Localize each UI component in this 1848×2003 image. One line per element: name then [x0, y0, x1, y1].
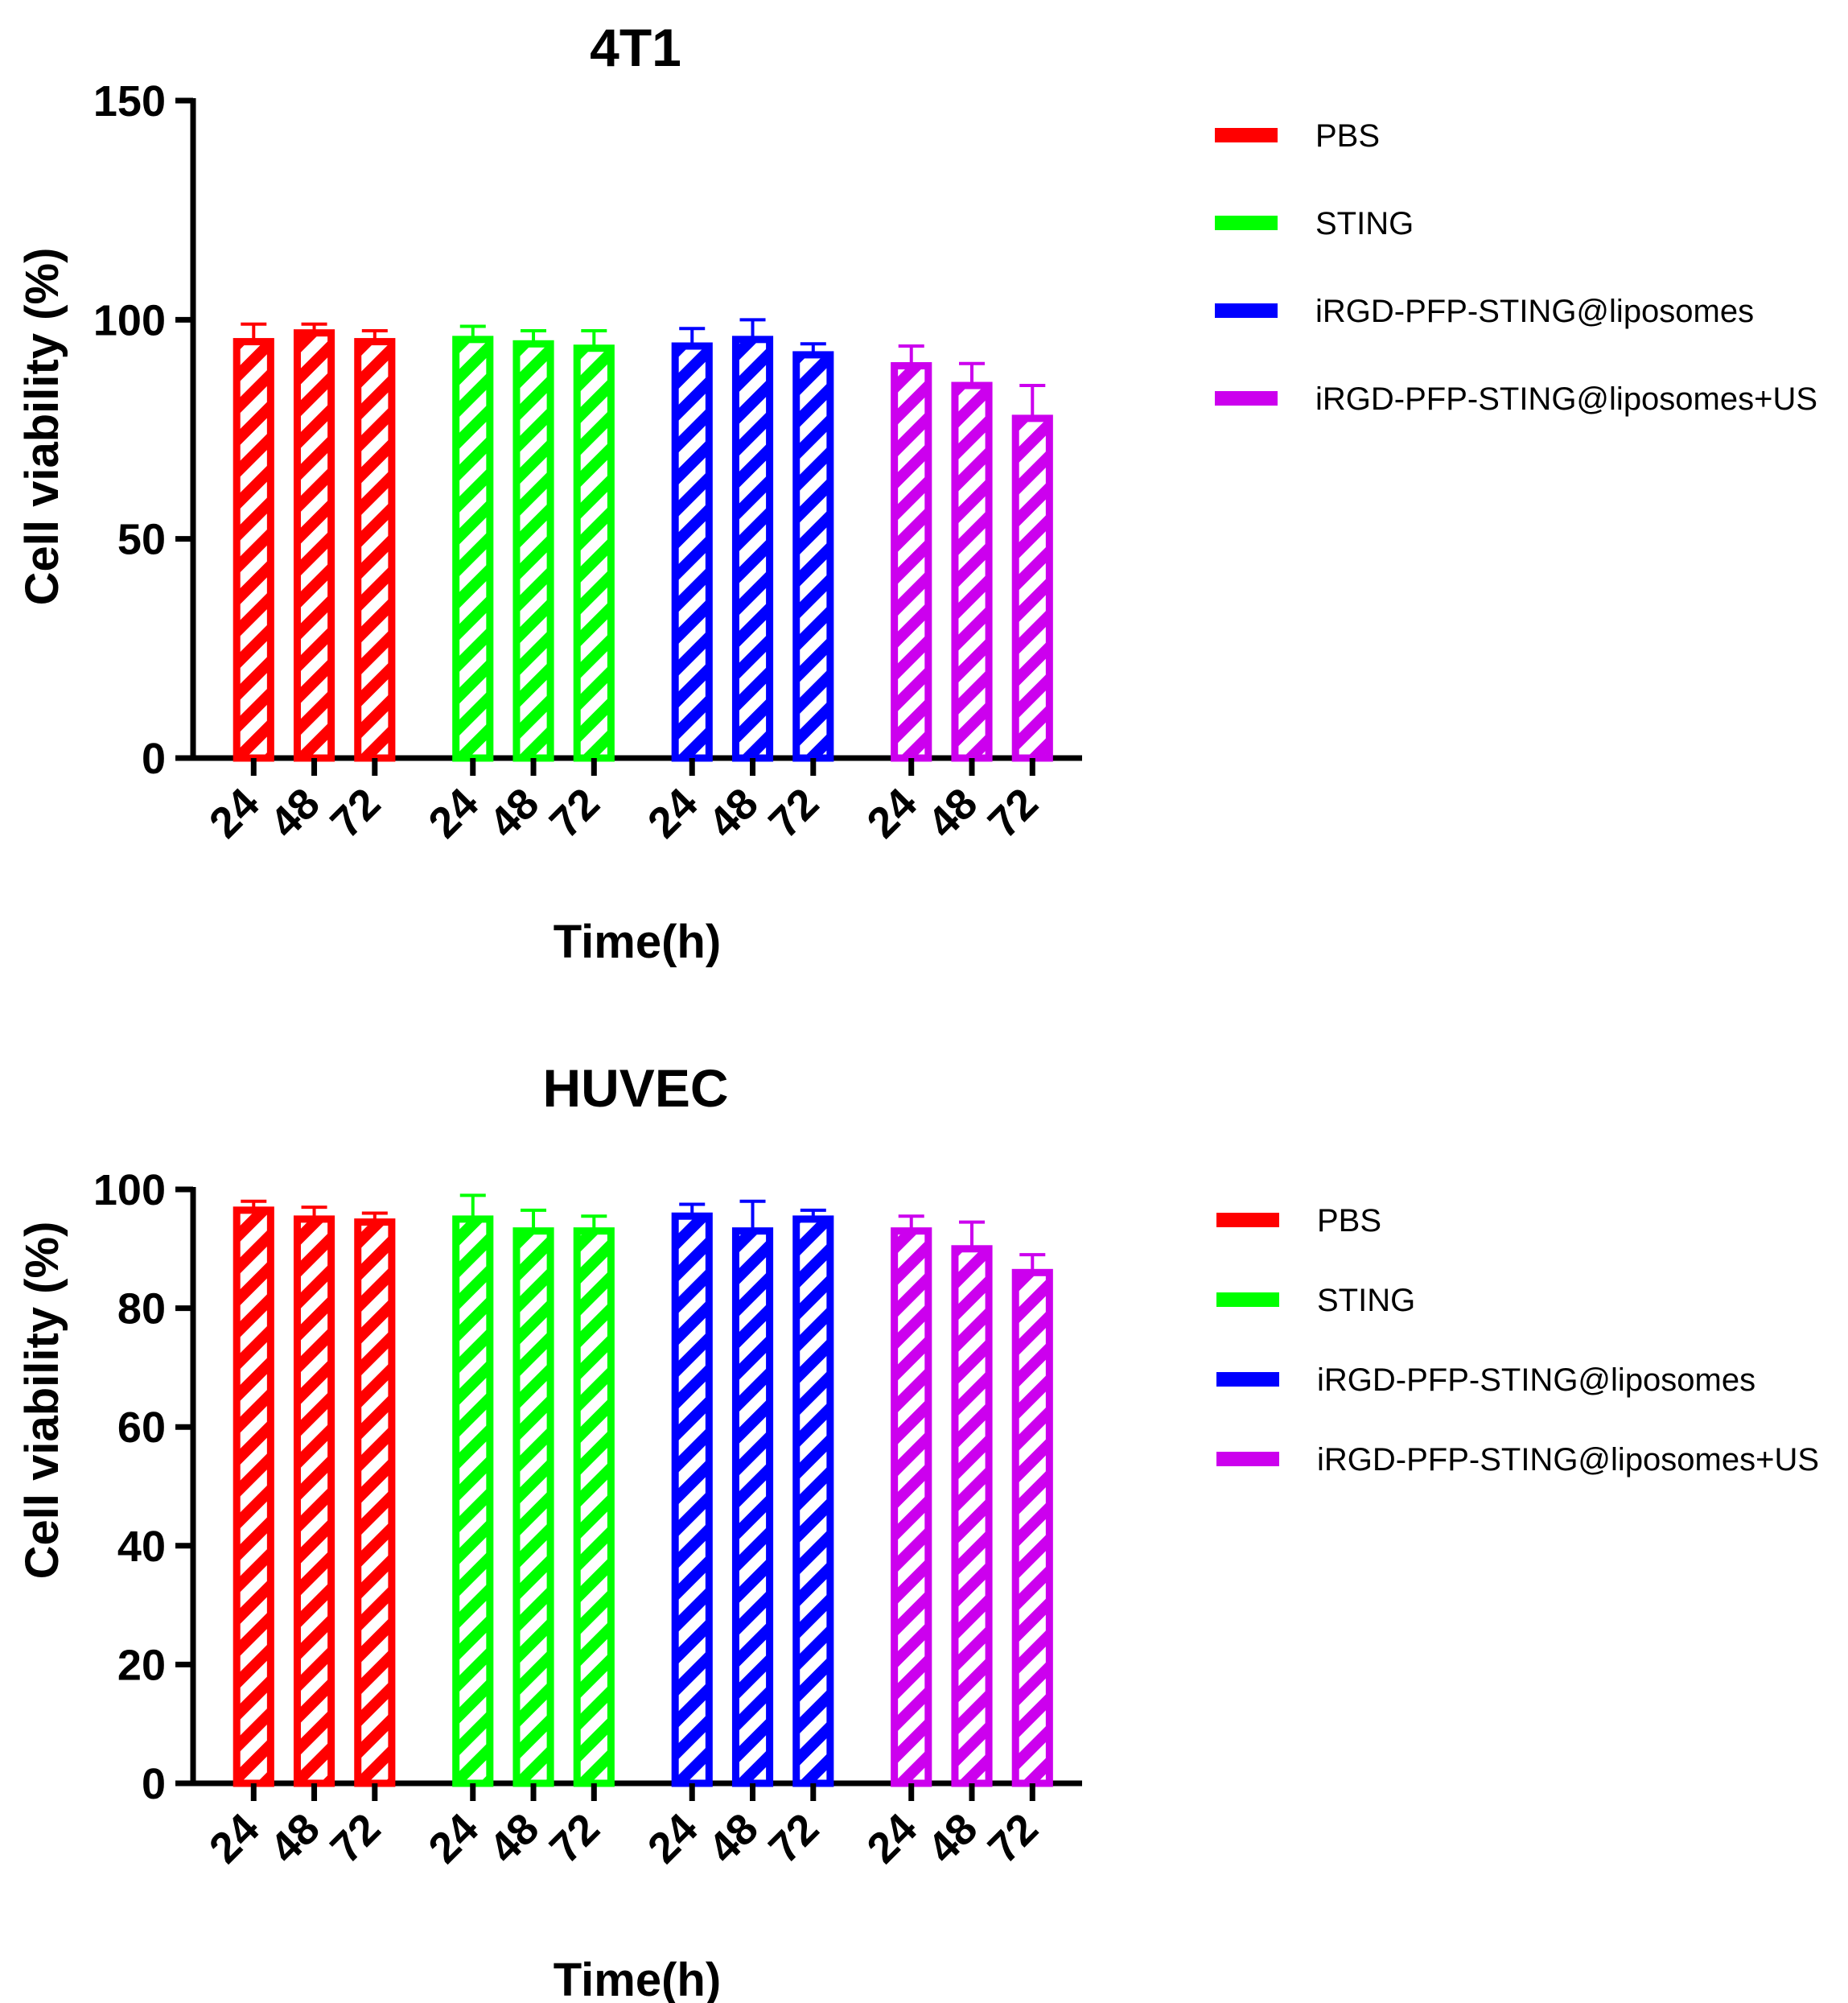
legend-label: PBS: [1317, 1203, 1381, 1238]
bar: [792, 1215, 834, 1787]
x-tick-label: 48: [480, 779, 549, 847]
x-tick-label: 24: [419, 779, 488, 847]
legend-label: PBS: [1315, 118, 1380, 154]
bar: [354, 1218, 396, 1787]
y-tick-label: 60: [117, 1403, 166, 1452]
x-tick-label: 72: [759, 1804, 828, 1873]
x-tick-label: 48: [919, 1804, 987, 1873]
bar: [671, 342, 713, 762]
x-tick-label: 24: [639, 779, 707, 847]
x-tick-label: 72: [321, 1804, 389, 1873]
y-tick-label: 40: [117, 1523, 166, 1571]
y-tick-label: 0: [142, 1760, 166, 1808]
bar: [573, 344, 615, 762]
bar: [354, 338, 396, 762]
legend-label: STING: [1315, 206, 1414, 241]
legend: PBS STING iRGD-PFP-STING@liposomes iRGD-PFP…: [1216, 1203, 1819, 1478]
x-tick-label: 72: [321, 779, 389, 847]
bar: [792, 351, 834, 762]
x-tick-label: 24: [200, 779, 269, 847]
y-tick-label: 100: [93, 296, 166, 344]
bar: [452, 1215, 494, 1787]
bar: [512, 1227, 554, 1787]
legend-swatch: [1215, 128, 1278, 142]
bar: [573, 1227, 615, 1787]
bar: [233, 338, 274, 762]
x-tick-label: 48: [480, 1804, 549, 1873]
y-tick-label: 100: [93, 1166, 166, 1214]
y-tick-label: 50: [117, 516, 166, 564]
x-axis-label: Time(h): [554, 1954, 721, 2003]
chart-title: 4T1: [590, 18, 681, 77]
x-tick-label: 72: [759, 779, 828, 847]
x-tick-label: 24: [419, 1804, 488, 1873]
bar: [671, 1212, 713, 1787]
legend-swatch: [1215, 216, 1278, 230]
legend: PBS STING iRGD-PFP-STING@liposomes iRGD-PFP…: [1215, 118, 1817, 417]
y-axis-label: Cell viability (%): [16, 248, 68, 606]
legend-label: iRGD-PFP-STING@liposomes: [1315, 294, 1754, 329]
legend-swatch: [1216, 1213, 1279, 1227]
x-tick-label: 72: [979, 779, 1047, 847]
bar: [951, 1245, 993, 1787]
legend-swatch: [1216, 1452, 1279, 1466]
y-axis-label: Cell viability (%): [16, 1222, 68, 1580]
x-tick-label: 24: [858, 1804, 926, 1873]
bar: [951, 381, 993, 762]
y-tick-label: 150: [93, 77, 166, 126]
legend-label: iRGD-PFP-STING@liposomes+US: [1317, 1442, 1819, 1478]
x-tick-label: 24: [200, 1804, 269, 1873]
bar: [293, 329, 335, 762]
bar: [891, 362, 932, 762]
bar: [1011, 414, 1053, 762]
bar: [1011, 1268, 1053, 1787]
legend-label: STING: [1317, 1283, 1415, 1318]
x-tick-label: 24: [639, 1804, 707, 1873]
x-tick-label: 72: [541, 779, 609, 847]
y-tick-label: 80: [117, 1285, 166, 1333]
x-tick-label: 72: [979, 1804, 1047, 1873]
x-tick-label: 72: [541, 1804, 609, 1873]
bar: [293, 1215, 335, 1787]
bar: [731, 336, 774, 762]
chart-title: HUVEC: [542, 1058, 728, 1118]
bar: [731, 1227, 774, 1787]
x-axis-label: Time(h): [554, 916, 721, 968]
y-tick-label: 0: [142, 735, 166, 783]
legend-swatch: [1216, 1372, 1279, 1387]
legend-label: iRGD-PFP-STING@liposomes: [1317, 1362, 1755, 1398]
y-tick-label: 20: [117, 1641, 166, 1689]
legend-label: iRGD-PFP-STING@liposomes+US: [1315, 381, 1817, 417]
chart-4t1: 4T1 Cell viability (%) Time(h) 0 50 100 150…: [16, 18, 1817, 968]
x-tick-label: 48: [699, 779, 768, 847]
x-tick-label: 48: [919, 779, 987, 847]
x-tick-label: 48: [699, 1804, 768, 1873]
bar: [452, 336, 494, 762]
legend-swatch: [1215, 303, 1278, 318]
bar: [891, 1227, 932, 1787]
x-tick-label: 48: [261, 1804, 329, 1873]
legend-swatch: [1215, 391, 1278, 406]
legend-swatch: [1216, 1292, 1279, 1307]
bar: [233, 1206, 274, 1787]
chart-huvec: HUVEC Cell viability (%) Time(h) 0 20 40 60…: [16, 1058, 1819, 2003]
bar: [512, 340, 554, 762]
x-tick-label: 48: [261, 779, 329, 847]
x-tick-label: 24: [858, 779, 926, 847]
